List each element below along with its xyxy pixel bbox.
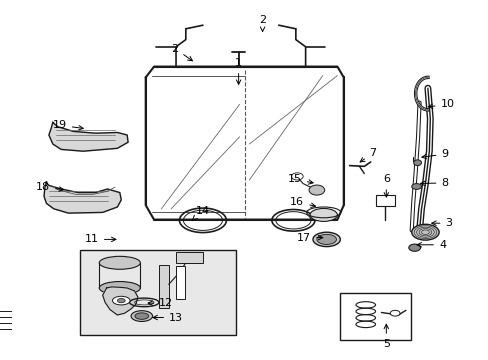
Bar [176, 252, 203, 263]
Polygon shape [102, 287, 138, 315]
Ellipse shape [389, 310, 399, 316]
Text: 10: 10 [427, 99, 453, 109]
Ellipse shape [309, 208, 337, 221]
Text: 6: 6 [382, 174, 389, 197]
Bar [339, 293, 410, 340]
Text: 2: 2 [171, 44, 192, 61]
Bar [80, 250, 235, 335]
Text: 18: 18 [36, 182, 63, 192]
Bar [176, 266, 184, 299]
Text: 7: 7 [360, 148, 376, 162]
Ellipse shape [99, 282, 140, 294]
Ellipse shape [308, 185, 324, 195]
Bar [375, 195, 394, 206]
Text: 17: 17 [297, 233, 322, 243]
Ellipse shape [408, 244, 420, 251]
Text: 9: 9 [421, 149, 447, 159]
Ellipse shape [316, 234, 336, 244]
Text: 3: 3 [431, 218, 451, 228]
Text: 2: 2 [259, 15, 265, 31]
Ellipse shape [99, 256, 140, 269]
Ellipse shape [411, 184, 421, 189]
Text: 13: 13 [153, 312, 183, 323]
Ellipse shape [117, 298, 125, 303]
Text: 15: 15 [287, 174, 312, 184]
Ellipse shape [312, 232, 340, 247]
Bar [159, 265, 168, 308]
Text: 19: 19 [53, 120, 83, 130]
Ellipse shape [411, 224, 438, 240]
Ellipse shape [131, 311, 152, 321]
Ellipse shape [112, 296, 130, 305]
Text: 5: 5 [382, 324, 389, 349]
Text: 1: 1 [235, 58, 242, 84]
Ellipse shape [135, 313, 148, 319]
Text: 16: 16 [290, 197, 315, 207]
Text: 11: 11 [85, 234, 116, 244]
Polygon shape [44, 182, 121, 213]
Text: 12: 12 [148, 298, 173, 308]
Polygon shape [49, 122, 128, 151]
Text: 14: 14 [192, 206, 209, 220]
Text: 8: 8 [420, 178, 447, 188]
Ellipse shape [413, 160, 421, 166]
Text: 4: 4 [416, 240, 445, 250]
Ellipse shape [291, 173, 303, 180]
